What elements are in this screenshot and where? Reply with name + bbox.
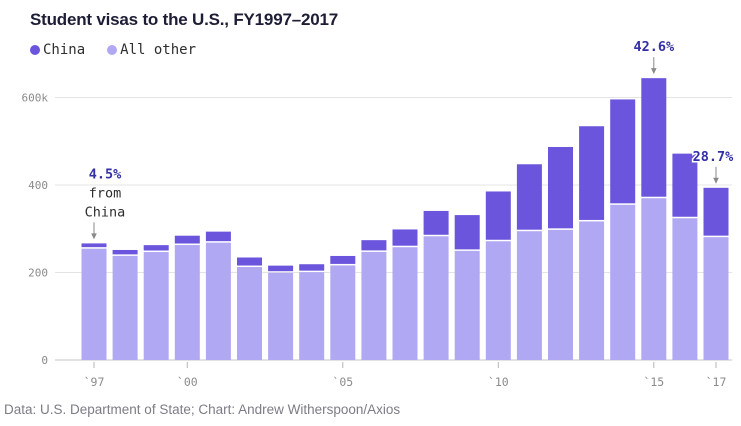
y-axis-label: 400 (28, 179, 48, 192)
bar-china-2014 (610, 99, 636, 204)
annotation-arrowhead-icon (713, 177, 719, 184)
bar-all-other-2015 (641, 198, 667, 360)
x-axis-label: `15 (643, 375, 664, 389)
annotation-arrowhead-icon (651, 68, 657, 75)
bar-all-other-2005 (330, 265, 356, 360)
annotation-text-2015: 42.6% (633, 39, 675, 55)
bar-all-other-2003 (268, 272, 294, 360)
x-axis-label: `10 (488, 375, 509, 389)
bar-china-2006 (361, 240, 387, 251)
annotation-text-1997: 4.5% (89, 166, 122, 182)
bar-all-other-2016 (672, 218, 698, 360)
bar-all-other-2004 (299, 272, 325, 360)
bar-china-2005 (330, 255, 356, 264)
bar-china-1997 (81, 243, 107, 248)
stacked-bar-chart: 0 200 400 600k `97 `00 `05 `10 `15 `17 4.5% from Chi… (22, 38, 736, 389)
bar-all-other-1999 (143, 252, 169, 360)
bar-all-other-2001 (205, 242, 231, 360)
bar-all-other-2006 (361, 251, 387, 360)
bar-all-other-1998 (112, 255, 138, 360)
bar-all-other-2017 (703, 237, 729, 360)
bar-all-other-2011 (516, 231, 542, 360)
all-other-series-dot-icon (107, 45, 118, 55)
bar-china-2009 (454, 215, 480, 250)
annotation-arrowhead-icon (91, 233, 97, 240)
bar-all-other-2002 (237, 267, 262, 360)
x-axis-label: `00 (177, 375, 198, 389)
bar-all-other-2000 (174, 245, 200, 360)
legend-label-china: China (43, 42, 86, 58)
bar-all-other-2012 (548, 229, 573, 360)
bar-china-2013 (579, 126, 605, 220)
legend-item-all-other: All other (107, 42, 196, 58)
bar-china-2001 (205, 231, 231, 242)
bar-china-2016 (672, 153, 698, 217)
china-series-dot-icon (30, 45, 40, 55)
annotation-text-1997: China (85, 204, 126, 220)
bar-all-other-2013 (579, 221, 605, 360)
bar-china-2017 (703, 187, 729, 236)
annotation-text-1997: from (89, 185, 122, 201)
bar-china-2015 (641, 78, 667, 197)
x-axis-label: `05 (332, 375, 353, 389)
bar-china-1998 (112, 249, 138, 255)
bar-china-2010 (485, 191, 511, 240)
legend-item-china: China (30, 42, 85, 58)
bar-all-other-2008 (423, 236, 449, 360)
bar-all-other-1997 (81, 248, 107, 360)
bar-all-other-2009 (454, 250, 480, 360)
bar-china-2011 (516, 164, 542, 230)
bar-china-2012 (548, 146, 573, 229)
source-credit: Data: U.S. Department of State; Chart: A… (4, 402, 401, 417)
legend: China All other (30, 42, 196, 58)
annotation-text-2017: 28.7% (693, 149, 735, 165)
bar-china-2008 (423, 210, 449, 235)
y-axis-label: 600k (22, 92, 49, 105)
bar-china-2000 (174, 235, 200, 244)
bar-all-other-2014 (610, 204, 636, 360)
bar-china-2004 (299, 264, 325, 271)
chart-title: Student visas to the U.S., FY1997–2017 (30, 10, 338, 29)
y-axis-label: 0 (41, 354, 48, 367)
y-axis-label: 200 (28, 267, 48, 280)
bar-china-2007 (392, 229, 418, 246)
bar-china-2003 (268, 265, 294, 272)
x-axis-label: `97 (84, 375, 105, 389)
legend-label-all-other: All other (120, 42, 197, 58)
bar-china-1999 (143, 245, 169, 251)
bar-all-other-2007 (392, 247, 418, 360)
bar-china-2002 (237, 257, 262, 266)
x-axis-label: `17 (706, 375, 727, 389)
bar-all-other-2010 (485, 241, 511, 360)
